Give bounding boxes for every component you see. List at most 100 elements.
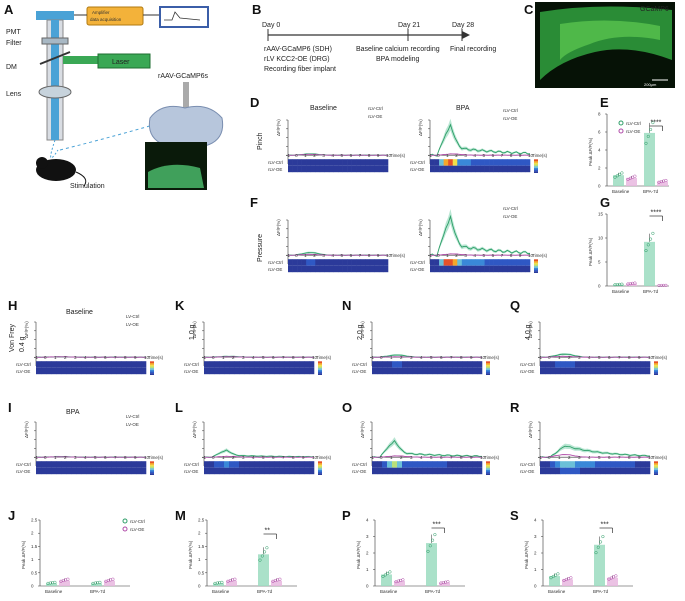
heatmap-cell-ctrl (452, 259, 458, 266)
data-point (664, 178, 668, 183)
panel-label-c: C (524, 2, 534, 17)
y-axis-label: ΔF/F(%) (360, 421, 365, 438)
heatmap-cell-oe (239, 467, 245, 475)
heatmap-cell-ctrl (489, 159, 494, 166)
x-tick-label: 6 (492, 153, 495, 158)
x-tick-label: -1 (286, 153, 290, 158)
y-axis-label: ΔF/F(%) (24, 421, 29, 438)
heatmap-cell-oe (570, 467, 576, 475)
bar-panel-J: 0 0.5 1 1.5 2 2.5 Peak ΔF/F(%) Baseline BPA-7d (21, 518, 130, 594)
heatmap-cell-oe (249, 467, 255, 475)
heatmap-cell-oe (560, 467, 566, 475)
x-axis-label: Time(s) (316, 355, 332, 360)
x-tick-label: 7 (282, 455, 285, 460)
heatmap-cell-ctrl (439, 159, 444, 166)
x-tick-label: 1 (222, 355, 225, 360)
x-tick-label: 8 (460, 455, 463, 460)
heatmap-cell-ctrl (338, 259, 343, 266)
y-tick-label: 1 (534, 567, 537, 572)
amplifier-box (86, 6, 144, 26)
heatmap-cell-oe (470, 165, 476, 173)
heatmap-cell-ctrl (310, 159, 316, 166)
x-tick-label: 2 (313, 253, 316, 258)
heatmap-cell-ctrl (434, 259, 440, 266)
x-tick-label: 8 (368, 253, 371, 258)
x-tick-label: 0 (437, 153, 440, 158)
heatmap-cell-oe (520, 265, 526, 273)
x-axis-label: Time(s) (316, 455, 332, 460)
heatmap-cell-ctrl (472, 361, 478, 368)
heatmap-cell-ctrl (292, 259, 298, 266)
heatmap-cell-oe (309, 467, 315, 475)
heatmap-cell-ctrl (595, 361, 601, 368)
y-tick-label: 4 (534, 518, 537, 523)
heatmap-cell-ctrl (333, 259, 339, 266)
x-tick-label: 0 (212, 355, 215, 360)
heatmap-cell-ctrl (377, 461, 383, 468)
heatmap-cell-oe (229, 367, 235, 375)
data-point (51, 581, 55, 585)
legend-ctrl-label: rLV-Ctrl (503, 108, 518, 113)
heatmap-cell-oe (254, 367, 260, 375)
heatmap-cell-ctrl (442, 361, 448, 368)
heatmap-cell-ctrl (369, 259, 375, 266)
y-axis-label: ΔF/F(%) (276, 219, 281, 236)
data-point (662, 283, 666, 287)
y-tick-label: 1.5 (198, 544, 205, 549)
data-point (569, 576, 573, 580)
heatmap-cell-oe (338, 165, 343, 173)
y-tick-label: 1 (366, 567, 369, 572)
legend-ctrl-label: rLV-Ctrl (626, 121, 641, 126)
bar-oe (394, 581, 405, 586)
panel-label-m: M (175, 508, 186, 523)
heatmap-cell-oe (511, 265, 517, 273)
x-tick-label: 8 (628, 355, 631, 360)
colorbar-step (150, 469, 154, 472)
heatmap-cell-ctrl (121, 461, 127, 468)
x-tick-label: 7 (501, 253, 504, 258)
heatmap-cell-ctrl (297, 159, 302, 166)
heatmap-cell-oe (239, 367, 245, 375)
heatmap-cell-ctrl (625, 361, 631, 368)
data-point (215, 581, 219, 585)
x-tick-label: BPA-7d (257, 589, 273, 594)
heatmap-cell-ctrl (333, 159, 339, 166)
x-tick-label: 7 (450, 455, 453, 460)
colorbar-step (534, 164, 538, 167)
heatmap-row-oe-label: rLV-OE (16, 369, 30, 374)
heatmap-cell-oe (489, 265, 494, 273)
x-tick-label: 5 (341, 153, 344, 158)
heatmap-cell-oe (432, 367, 438, 375)
x-axis-label: Time(s) (148, 355, 164, 360)
heatmap-cell-oe (209, 467, 215, 475)
bar-panel-P: 0 1 2 3 4 Peak ΔF/F(%) Baseline BPA-7d *** (356, 518, 465, 594)
heatmap-cell-ctrl (365, 159, 371, 166)
significance-marker: ** (265, 528, 271, 535)
bar-ctrl (381, 574, 392, 586)
heatmap-cell-ctrl (214, 361, 220, 368)
colorbar-step (654, 469, 658, 472)
x-tick-label: 10 (528, 153, 534, 158)
data-point (233, 577, 237, 581)
heatmap-cell-oe (378, 265, 384, 273)
x-tick-label: 2 (455, 253, 458, 258)
colorbar-step (534, 166, 538, 168)
oe-mean-line (539, 355, 651, 358)
legend-f-bpa: rLV-Ctrl rLV-OE (503, 206, 518, 219)
trace-panel-N: ΔF/F(%) rLV-Ctrl rLV-OE -1 0 1 2 3 4 5 6 7 8 9 10Time(… (352, 321, 500, 375)
x-tick-label: 5 (262, 455, 265, 460)
y-tick-label: 0.5 (198, 570, 205, 575)
data-point (614, 574, 618, 578)
heatmap-cell-ctrl (448, 259, 454, 266)
data-point (111, 577, 115, 581)
trace-panel-Q: ΔF/F(%) rLV-Ctrl rLV-OE -1 0 1 2 3 4 5 6 7 8 9 10Time(… (520, 321, 668, 375)
heatmap-cell-ctrl (507, 159, 513, 166)
colorbar-step (654, 361, 658, 364)
heatmap-cell-oe (284, 467, 290, 475)
pmt-box (36, 11, 74, 20)
heatmap-cell-ctrl (452, 159, 458, 166)
heatmap-cell-oe (382, 367, 388, 375)
colorbar-step (318, 363, 322, 365)
heatmap-cell-oe (292, 265, 298, 273)
